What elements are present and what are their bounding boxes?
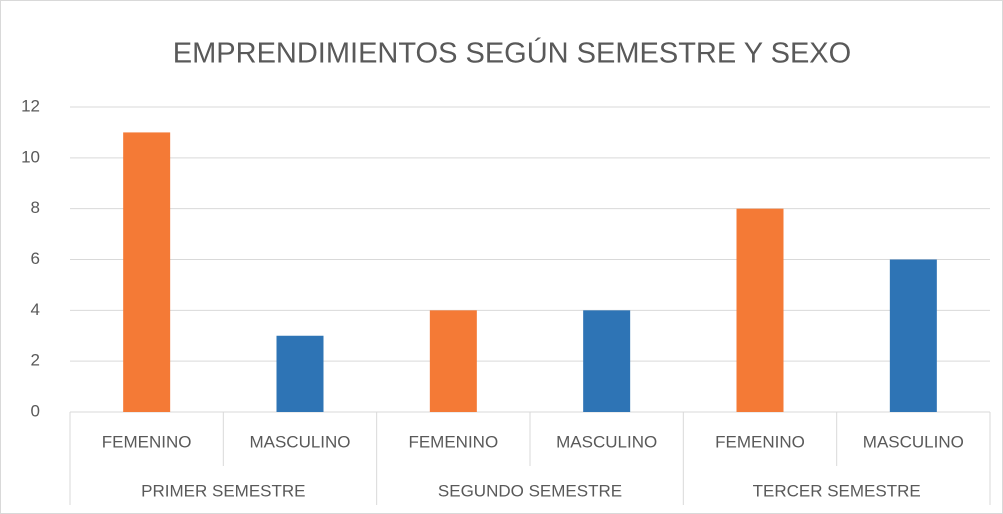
bar [123, 132, 171, 412]
x-tick-label: MASCULINO [556, 432, 657, 451]
bar [889, 259, 937, 412]
chart-title: EMPRENDIMIENTOS SEGÚN SEMESTRE Y SEXO [173, 37, 851, 70]
y-tick-label: 6 [31, 249, 40, 268]
y-tick-label: 8 [31, 198, 40, 217]
bar [276, 335, 324, 412]
y-tick-label: 0 [31, 401, 40, 420]
y-tick-label: 12 [21, 96, 40, 115]
x-tick-label: MASCULINO [249, 432, 350, 451]
x-tick-label: FEMENINO [715, 432, 805, 451]
bar [429, 310, 477, 412]
x-tick-label: FEMENINO [408, 432, 498, 451]
bar [736, 208, 784, 412]
y-tick-label: 4 [31, 300, 40, 319]
group-label: TERCER SEMESTRE [753, 481, 921, 500]
y-tick-label: 10 [21, 147, 40, 166]
y-tick-label: 2 [31, 351, 40, 370]
x-tick-label: FEMENINO [102, 432, 192, 451]
x-tick-label: MASCULINO [863, 432, 964, 451]
group-label: PRIMER SEMESTRE [141, 481, 305, 500]
bar [583, 310, 631, 412]
group-label: SEGUNDO SEMESTRE [438, 481, 622, 500]
